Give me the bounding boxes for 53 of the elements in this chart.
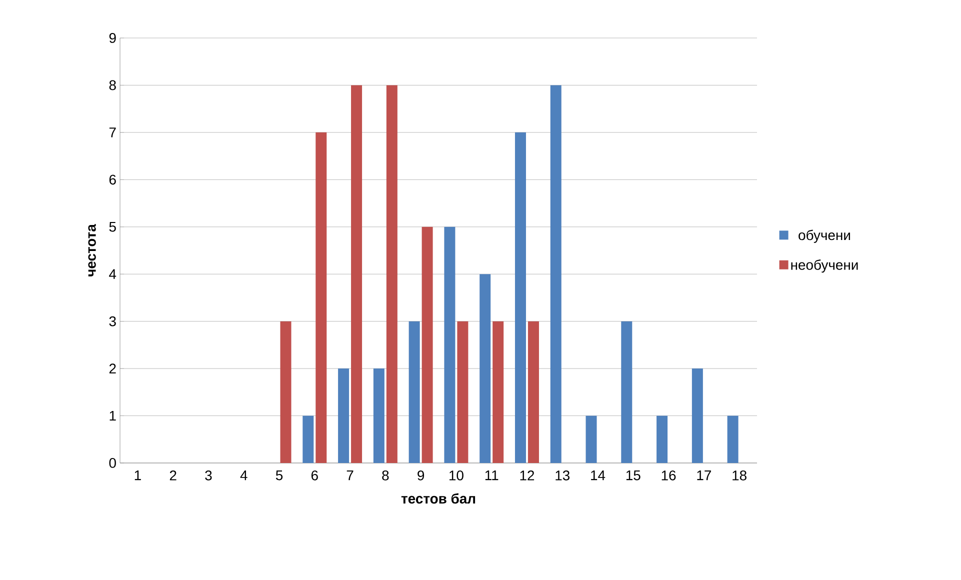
bar	[656, 416, 668, 463]
bar	[457, 321, 468, 463]
x-tick-label: 6	[311, 470, 318, 480]
y-tick-label: 7	[109, 128, 116, 138]
y-tick-label: 2	[109, 364, 116, 374]
y-tick-label: 1	[110, 410, 116, 421]
bar	[514, 132, 526, 463]
x-tick-label: 11	[485, 470, 498, 480]
bar	[586, 416, 597, 463]
y-tick-label: 3	[109, 316, 116, 326]
bar	[528, 321, 539, 463]
x-tick-label: 9	[418, 470, 424, 480]
bar	[338, 368, 350, 463]
x-tick-label: 16	[662, 470, 676, 480]
bar	[316, 132, 327, 463]
x-tick-label: 7	[346, 470, 354, 480]
x-tick-label: 5	[276, 470, 283, 480]
bar	[492, 321, 504, 463]
bar	[444, 226, 456, 463]
x-tick-label: 2	[170, 470, 176, 480]
bar	[692, 368, 703, 463]
x-tick-label: 8	[382, 470, 389, 480]
x-tick-label: 10	[450, 470, 464, 480]
bar	[386, 85, 398, 463]
legend-label: обучени	[798, 230, 850, 243]
x-tick-label: 3	[205, 470, 212, 480]
legend-label: необучени	[791, 259, 858, 273]
x-tick-label: 4	[240, 470, 248, 480]
bar	[727, 416, 738, 463]
y-tick-label: 9	[109, 33, 116, 43]
bar	[351, 85, 362, 463]
y-tick-label: 8	[109, 80, 116, 90]
x-axis-title: тестов бал	[401, 493, 476, 504]
x-tick-label: 14	[591, 470, 606, 480]
y-tick-label: 6	[109, 174, 116, 185]
bar	[422, 226, 433, 463]
x-tick-label: 13	[556, 470, 570, 480]
x-tick-label: 1	[134, 470, 141, 480]
bar	[621, 321, 632, 463]
x-tick-label: 12	[520, 470, 534, 480]
y-axis-title: честота	[88, 224, 96, 276]
bar	[408, 321, 420, 463]
y-tick-label: 0	[109, 458, 116, 468]
bar	[302, 416, 314, 463]
bar	[280, 321, 292, 463]
x-tick-label: 17	[697, 470, 711, 480]
bar	[550, 85, 562, 463]
bar	[373, 368, 384, 463]
x-tick-label: 18	[732, 470, 746, 480]
x-tick-label: 15	[626, 470, 640, 480]
y-tick-label: 5	[109, 222, 116, 232]
y-tick-label: 4	[109, 269, 116, 279]
bar	[480, 274, 491, 463]
